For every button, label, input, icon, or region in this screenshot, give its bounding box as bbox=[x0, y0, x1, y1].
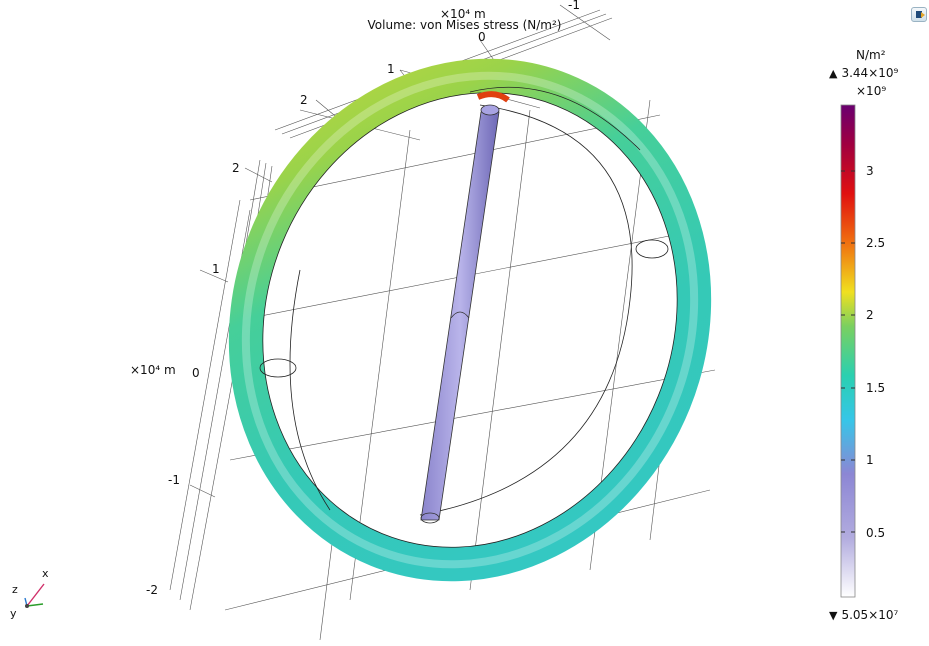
y-axis-unit-label: ×10⁴ m bbox=[440, 7, 486, 21]
colorbar-unit: N/m² bbox=[856, 48, 886, 62]
axis-triad bbox=[24, 583, 45, 608]
z-tick-label: 2 bbox=[232, 161, 240, 175]
plot-title: Volume: von Mises stress (N/m²) bbox=[367, 18, 562, 32]
triad-y-label: y bbox=[10, 607, 17, 620]
z-tick-label: 0 bbox=[192, 366, 200, 380]
y-tick-label: -1 bbox=[568, 0, 580, 12]
x-axis-unit-label: ×10⁴ m bbox=[130, 363, 176, 377]
colorbar-tick: 2.5 bbox=[866, 236, 886, 250]
colorbar-tick: 1 bbox=[866, 453, 874, 467]
colorbar-min-value: 5.05×10⁷ bbox=[841, 608, 899, 622]
z-tick-label: 1 bbox=[212, 262, 220, 276]
triangle-up-icon: ▲ bbox=[829, 67, 838, 80]
colorbar-tick: 1.5 bbox=[866, 381, 886, 395]
colorbar-max-value: 3.44×10⁹ bbox=[841, 66, 899, 80]
colorbar-tick: 2 bbox=[866, 308, 874, 322]
steel-ring bbox=[228, 58, 712, 582]
z-tick-label: -2 bbox=[146, 583, 158, 597]
colorbar-tick: 3 bbox=[866, 164, 874, 178]
triad-x-label: x bbox=[42, 567, 49, 580]
colorbar-gradient bbox=[840, 104, 856, 598]
triangle-down-icon: ▼ bbox=[829, 609, 838, 622]
y-tick-label: 2 bbox=[300, 93, 308, 107]
colorbar-tick-marks bbox=[841, 170, 855, 533]
triad-z-label: z bbox=[12, 583, 18, 596]
colorbar-min-label: ▼ 5.05×10⁷ bbox=[829, 608, 898, 622]
y-tick-label: 0 bbox=[478, 30, 486, 44]
z-tick-label: -1 bbox=[168, 473, 180, 487]
colorbar-max-label: ▲ 3.44×10⁹ bbox=[829, 66, 898, 80]
colorbar-tick: 0.5 bbox=[866, 526, 886, 540]
y-tick-label: 1 bbox=[387, 62, 395, 76]
steel-rod bbox=[420, 104, 500, 524]
camera-icon[interactable] bbox=[911, 7, 927, 22]
colorbar-scale-label: ×10⁹ bbox=[856, 84, 887, 98]
